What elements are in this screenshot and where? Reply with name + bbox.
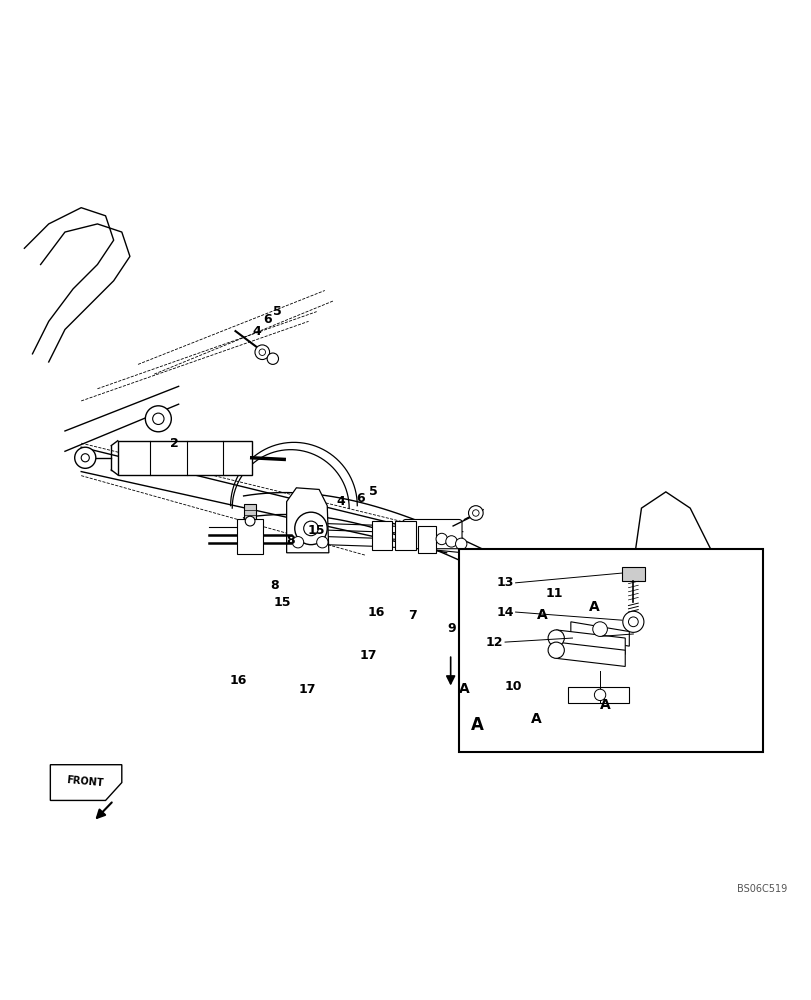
Text: 17: 17	[358, 649, 376, 662]
Circle shape	[75, 447, 96, 468]
Circle shape	[294, 512, 327, 545]
Text: 14: 14	[496, 606, 513, 619]
Circle shape	[547, 642, 564, 658]
Text: A: A	[536, 608, 547, 622]
Circle shape	[547, 630, 564, 646]
Text: 9: 9	[447, 622, 455, 635]
Circle shape	[445, 536, 457, 547]
Text: 4: 4	[337, 495, 345, 508]
Bar	[595, 623, 605, 653]
Polygon shape	[286, 488, 328, 553]
Text: A: A	[470, 716, 483, 734]
Text: FRONT: FRONT	[66, 775, 103, 788]
Text: 12: 12	[485, 636, 503, 649]
Text: 5: 5	[273, 305, 281, 318]
FancyBboxPatch shape	[402, 519, 461, 549]
Bar	[371, 521, 392, 550]
Text: 5: 5	[369, 485, 377, 498]
Bar	[568, 687, 629, 703]
Text: 15: 15	[307, 524, 325, 537]
Circle shape	[468, 506, 483, 520]
Circle shape	[259, 349, 265, 355]
Circle shape	[455, 538, 466, 550]
Circle shape	[316, 537, 328, 548]
Text: BS06C519: BS06C519	[736, 884, 787, 894]
Text: 4: 4	[252, 325, 260, 338]
Text: A: A	[599, 698, 610, 712]
Text: 6: 6	[356, 492, 364, 505]
Text: 8: 8	[286, 534, 294, 547]
Circle shape	[436, 533, 447, 545]
Circle shape	[292, 537, 303, 548]
Circle shape	[255, 345, 269, 360]
Polygon shape	[570, 622, 629, 646]
Bar	[244, 504, 255, 519]
Text: 7: 7	[408, 609, 416, 622]
Circle shape	[303, 521, 318, 536]
Text: 17: 17	[298, 683, 316, 696]
Circle shape	[472, 510, 478, 516]
Text: 11: 11	[545, 587, 563, 600]
Text: A: A	[530, 712, 541, 726]
Text: 8: 8	[270, 579, 278, 592]
Bar	[498, 591, 508, 620]
Circle shape	[622, 611, 643, 632]
Polygon shape	[633, 492, 726, 688]
Text: 2: 2	[170, 437, 178, 450]
Bar	[458, 549, 762, 752]
Bar	[418, 526, 436, 553]
Text: 16: 16	[230, 674, 247, 687]
Circle shape	[245, 516, 255, 526]
Bar	[547, 609, 556, 638]
Circle shape	[628, 617, 637, 627]
Text: 13: 13	[496, 576, 513, 589]
Text: 15: 15	[273, 596, 291, 609]
Circle shape	[594, 689, 605, 701]
Text: A: A	[458, 682, 470, 696]
Text: A: A	[588, 600, 599, 614]
Text: 16: 16	[367, 606, 384, 619]
Text: 6: 6	[264, 313, 272, 326]
Bar	[118, 441, 251, 475]
Bar	[395, 521, 415, 550]
Circle shape	[145, 406, 171, 432]
Polygon shape	[50, 765, 122, 800]
Polygon shape	[556, 642, 624, 666]
Circle shape	[267, 353, 278, 364]
Polygon shape	[556, 630, 624, 654]
Text: 10: 10	[504, 680, 521, 693]
Circle shape	[152, 413, 164, 424]
Circle shape	[81, 454, 89, 462]
Bar	[237, 519, 263, 554]
Circle shape	[592, 622, 607, 636]
Bar	[607, 627, 617, 656]
Bar	[621, 567, 644, 581]
